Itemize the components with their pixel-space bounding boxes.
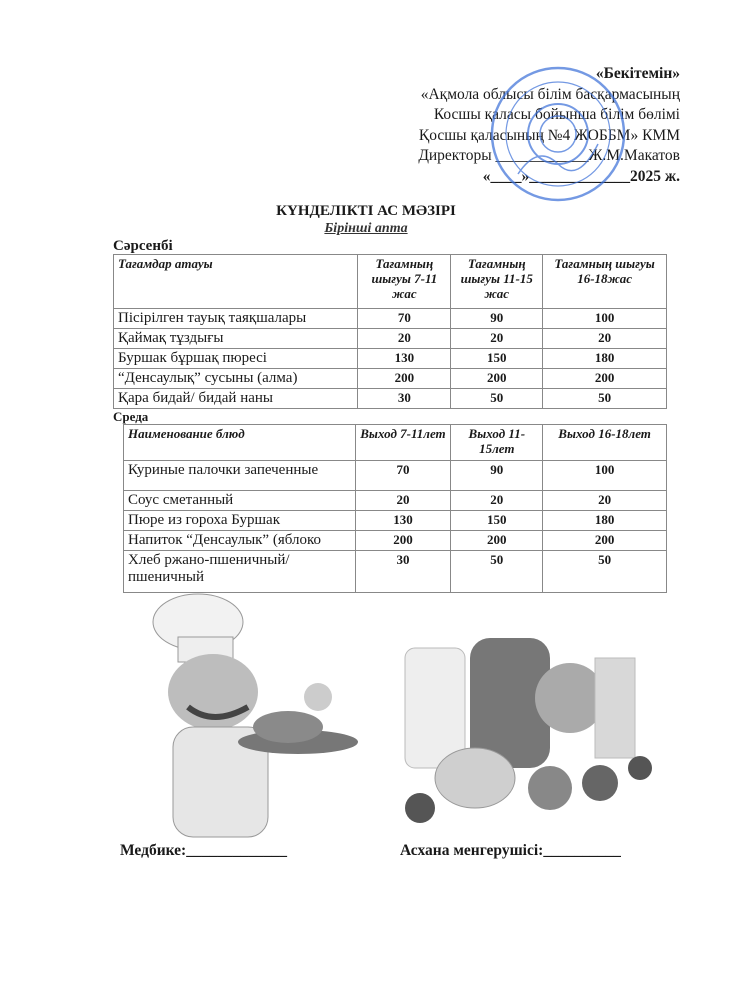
dish-name-cell: Буршак бұршақ пюресі <box>112 348 359 369</box>
approval-date: «____»_____________2025 ж. <box>482 167 680 185</box>
day-label-ru: Среда <box>113 409 149 424</box>
approval-line: Қосшы қаласының №4 ЖОББМ» КММ <box>418 126 680 144</box>
portion-cell: 90 <box>450 308 544 329</box>
page-subtitle: Бірінші апта <box>324 221 408 236</box>
food-illustration <box>404 638 652 823</box>
portion-cell: 20 <box>354 490 452 511</box>
approval-heading: «Бекітемін» <box>595 65 680 82</box>
portion-cell: 150 <box>450 510 544 531</box>
page-title: КҮНДЕЛІКТІ АС МӘЗІРІ <box>276 203 456 219</box>
director-line: Директоры ____________Ж.М.Макатов <box>418 147 680 164</box>
portion-cell: 200 <box>450 368 544 389</box>
table-row: Куриные палочки запеченные 70 90 100 <box>123 460 667 491</box>
table-row: Соус сметанный 20 20 20 <box>123 490 667 511</box>
table-row: Пісірілген тауық таяқшалары 70 90 100 <box>112 308 667 329</box>
approval-block: «Бекітемін» «Ақмола облысы білім басқарм… <box>418 64 680 187</box>
approval-line: «Ақмола облысы білім басқармасының <box>420 85 680 103</box>
dish-name-cell: Соус сметанный <box>123 490 356 511</box>
column-header: Выход 11-15лет <box>450 424 544 461</box>
portion-cell: 50 <box>542 388 667 409</box>
table-header-row: Наименование блюд Выход 7-11лет Выход 11… <box>123 424 667 461</box>
table-row: Напиток “Денсаулык” (яблоко 200 200 200 <box>123 530 667 551</box>
portion-cell: 50 <box>450 388 544 409</box>
portion-cell: 20 <box>450 490 544 511</box>
table-row: Қаймақ тұздығы 20 20 20 <box>112 328 667 349</box>
official-stamp-icon <box>490 66 626 202</box>
day-label-kz: Сәрсенбі <box>113 238 173 254</box>
column-header: Тағамның шығуы 16-18жас <box>542 254 667 309</box>
portion-cell: 20 <box>450 328 544 349</box>
menu-table-ru: Наименование блюд Выход 7-11лет Выход 11… <box>123 424 667 593</box>
column-header: Выход 16-18лет <box>542 424 667 461</box>
menu-table-kz: Тағамдар атауы Тағамның шығуы 7-11 жас Т… <box>112 254 667 409</box>
dish-name-cell: Қара бидай/ бидай наны <box>112 388 359 409</box>
dish-name-cell: Қаймақ тұздығы <box>112 328 359 349</box>
table-row: Пюре из гороха Буршак 130 150 180 <box>123 510 667 531</box>
column-header: Наименование блюд <box>123 424 356 461</box>
portion-cell: 100 <box>542 308 667 329</box>
portion-cell: 20 <box>542 328 667 349</box>
portion-cell: 30 <box>354 550 452 593</box>
column-header: Тағамның шығуы 11-15 жас <box>450 254 544 309</box>
portion-cell: 50 <box>542 550 667 593</box>
chef-illustration <box>152 593 358 838</box>
portion-cell: 200 <box>354 530 452 551</box>
table-row: Буршак бұршақ пюресі 130 150 180 <box>112 348 667 369</box>
column-header: Тағамдар атауы <box>112 254 359 309</box>
kitchen-manager-signature: Асхана менгерушісі:__________ <box>400 842 621 859</box>
portion-cell: 180 <box>542 348 667 369</box>
portion-cell: 50 <box>450 550 544 593</box>
table-row: Қара бидай/ бидай наны 30 50 50 <box>112 388 667 409</box>
portion-cell: 150 <box>450 348 544 369</box>
portion-cell: 200 <box>357 368 452 389</box>
portion-cell: 90 <box>450 460 544 491</box>
portion-cell: 180 <box>542 510 667 531</box>
column-header: Выход 7-11лет <box>354 424 452 461</box>
dish-name-cell: Пюре из гороха Буршак <box>123 510 356 531</box>
column-header: Тағамның шығуы 7-11 жас <box>357 254 452 309</box>
portion-cell: 200 <box>542 368 667 389</box>
dish-name-cell: Напиток “Денсаулык” (яблоко <box>123 530 356 551</box>
portion-cell: 20 <box>542 490 667 511</box>
portion-cell: 200 <box>542 530 667 551</box>
dish-name-cell: Пісірілген тауық таяқшалары <box>112 308 359 329</box>
dish-name-cell: Куриные палочки запеченные <box>123 460 356 491</box>
portion-cell: 200 <box>450 530 544 551</box>
portion-cell: 100 <box>542 460 667 491</box>
portion-cell: 20 <box>357 328 452 349</box>
portion-cell: 130 <box>354 510 452 531</box>
dish-name-cell: Хлеб ржано-пшеничный/ пшеничный <box>123 550 356 593</box>
portion-cell: 30 <box>357 388 452 409</box>
portion-cell: 70 <box>357 308 452 329</box>
dish-name-cell: “Денсаулық” сусыны (алма) <box>112 368 359 389</box>
table-header-row: Тағамдар атауы Тағамның шығуы 7-11 жас Т… <box>112 254 667 309</box>
table-row: Хлеб ржано-пшеничный/ пшеничный 30 50 50 <box>123 550 667 593</box>
nurse-signature: Медбике:_____________ <box>120 842 287 859</box>
portion-cell: 130 <box>357 348 452 369</box>
portion-cell: 70 <box>354 460 452 491</box>
table-row: “Денсаулық” сусыны (алма) 200 200 200 <box>112 368 667 389</box>
